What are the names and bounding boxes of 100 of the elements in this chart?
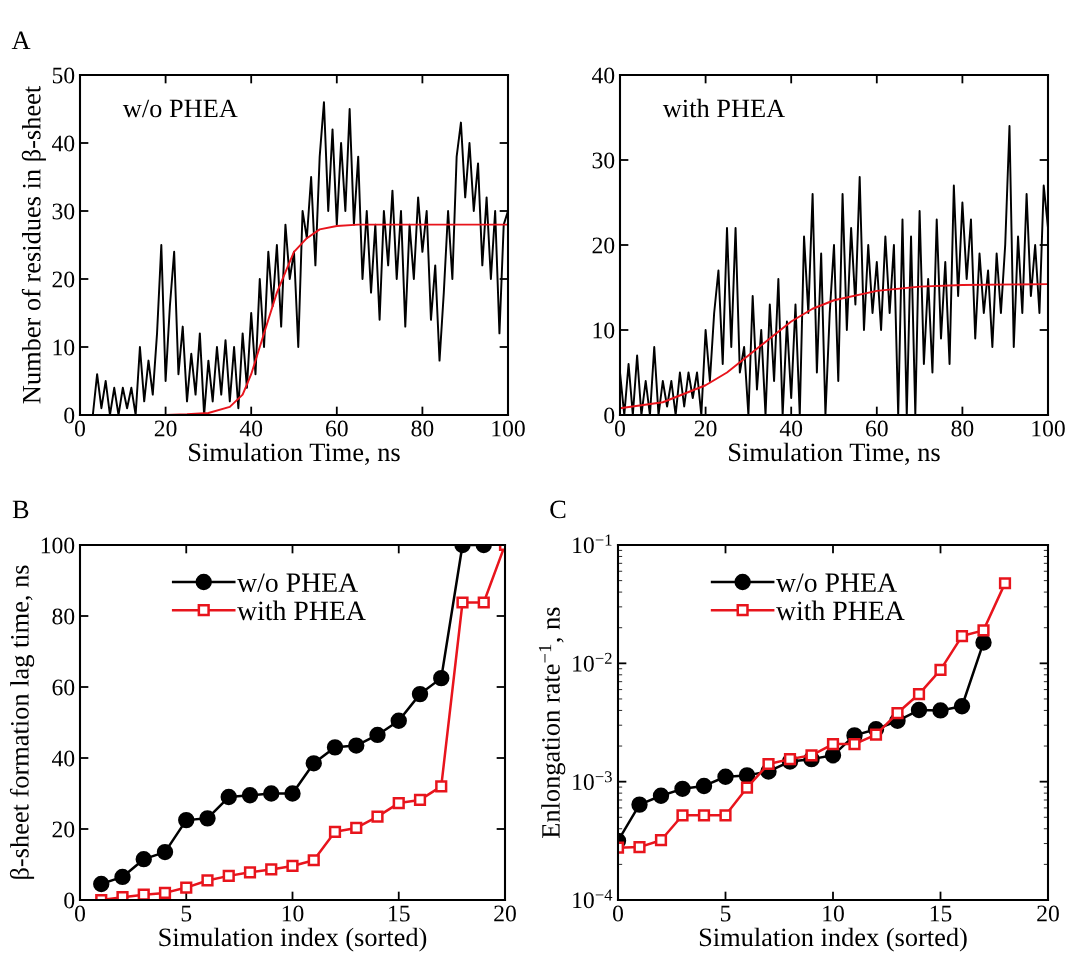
x-tick-label: 20: [494, 905, 516, 922]
y-tick-label: 60: [52, 679, 75, 696]
y-tick-label: 10$^{−3}$: [573, 771, 612, 790]
point: [350, 821, 363, 835]
legend-label: with PHEA: [237, 600, 366, 621]
point: [135, 850, 152, 868]
point: [631, 796, 648, 813]
x-tick-label: 5: [720, 905, 731, 922]
chart-title: A: [11, 31, 31, 49]
point: [652, 787, 670, 804]
point: [433, 669, 450, 687]
point: [93, 875, 110, 893]
point: [220, 788, 237, 806]
x-tick-label: 100: [492, 420, 525, 437]
point: [222, 869, 235, 882]
point: [869, 728, 883, 741]
x-tick-label: 5: [181, 905, 192, 922]
point: [413, 793, 427, 806]
point: [934, 663, 947, 677]
y-tick-label: 10$^{−1}$: [573, 534, 612, 554]
point: [137, 888, 150, 900]
point: [912, 687, 926, 701]
point: [953, 698, 971, 715]
point: [676, 809, 689, 822]
point: [740, 781, 754, 794]
point: [762, 757, 775, 771]
x-tick-label: 15: [389, 905, 410, 922]
line-series: [620, 283, 1048, 410]
point: [263, 785, 280, 802]
point: [932, 702, 949, 719]
point: [307, 854, 320, 867]
y-tick-label: 100: [41, 537, 75, 554]
y-tick-label: 10$^{−4}$: [573, 889, 613, 909]
point: [243, 866, 257, 879]
point: [348, 737, 365, 754]
x-tick-label: 80: [951, 420, 974, 437]
y-tick-label: 20: [52, 271, 75, 288]
x-tick-label: 20: [694, 420, 717, 437]
chart-title: B: [12, 500, 29, 519]
y-tick-label: 40: [51, 750, 75, 767]
point: [633, 840, 646, 854]
point: [674, 780, 691, 798]
point: [326, 739, 344, 756]
point: [392, 796, 405, 810]
point: [975, 634, 992, 651]
point: [369, 726, 386, 744]
point: [783, 753, 797, 766]
point: [199, 810, 216, 827]
point: [371, 810, 384, 823]
x-tick-label: 10: [823, 905, 844, 922]
point: [826, 737, 840, 751]
y-tick-label: 20: [52, 821, 75, 838]
legend-label: w/o PHEA: [237, 573, 358, 593]
point: [114, 868, 131, 886]
x-tick-label: 80: [411, 420, 434, 437]
x-tick-label: 60: [866, 420, 888, 437]
x-tick-label: 10: [282, 905, 304, 922]
annotation: with PHEA: [662, 98, 786, 118]
point: [435, 780, 448, 793]
y-tick-label: 10$^{−2}$: [573, 652, 612, 672]
point: [305, 755, 322, 772]
point: [284, 785, 301, 802]
point: [955, 629, 969, 643]
point: [477, 596, 490, 609]
y-tick-label: 40: [51, 135, 75, 152]
point: [156, 843, 174, 861]
point: [848, 737, 861, 751]
point: [286, 859, 299, 873]
point: [241, 787, 259, 804]
y-tick-label: 30: [52, 203, 75, 220]
point: [719, 809, 732, 822]
y-axis-title: Number of residues in β-sheet: [21, 86, 46, 404]
x-tick-label: 20: [154, 420, 177, 437]
legend-label: w/o PHEA: [775, 573, 897, 593]
y-tick-label: 50: [52, 67, 75, 84]
point: [910, 701, 928, 719]
y-tick-label: 0: [64, 407, 75, 424]
y-axis-title: β-sheet formation lag time, ns: [9, 565, 35, 879]
point: [328, 825, 342, 838]
x-tick-label: 60: [326, 420, 348, 437]
point: [977, 624, 990, 637]
point: [178, 811, 195, 829]
point: [411, 685, 429, 703]
point: [805, 749, 818, 762]
y-tick-label: 40: [591, 67, 615, 84]
y-tick-label: 10: [593, 322, 615, 339]
point: [695, 777, 713, 795]
point: [738, 767, 756, 784]
x-axis-title: Simulation Time, ns: [729, 442, 940, 466]
x-axis-title: Simulation index (sorted): [159, 927, 427, 952]
point: [158, 886, 172, 900]
y-tick-label: 0: [604, 407, 615, 424]
y-axis-title: Enlongation rate$^{−1}$, ns: [538, 607, 566, 838]
y-tick-label: 10: [53, 339, 75, 356]
y-tick-label: 30: [592, 152, 615, 169]
point: [891, 706, 904, 720]
x-tick-label: 15: [930, 905, 952, 922]
chart-title: C: [550, 500, 566, 519]
point: [654, 834, 668, 847]
x-tick-label: 40: [779, 420, 803, 437]
